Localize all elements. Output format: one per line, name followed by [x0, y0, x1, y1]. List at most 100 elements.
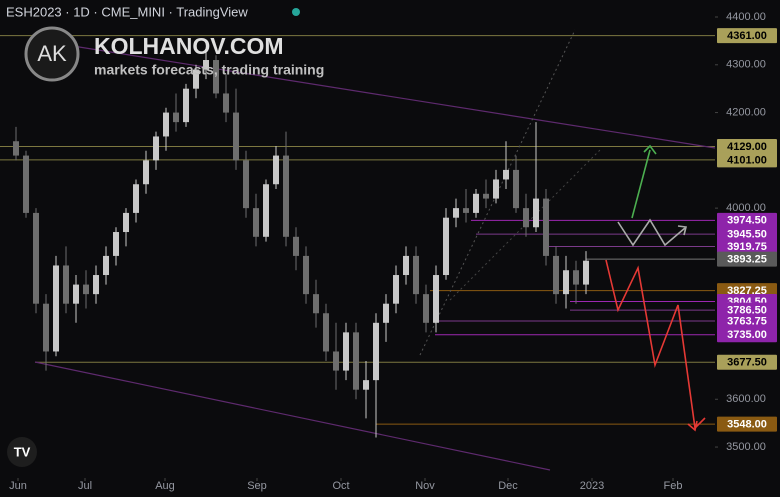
candle-body [43, 303, 49, 352]
candle-body [263, 184, 269, 237]
candle-body [453, 208, 459, 218]
level-label: 4101.00 [727, 154, 767, 166]
candle-body [333, 351, 339, 371]
level-label: 3677.50 [727, 357, 767, 369]
level-badge [717, 313, 777, 329]
candle-body [143, 160, 149, 185]
y-tick-label: 4300.00 [726, 59, 766, 71]
level-badge [717, 138, 777, 154]
x-tick-label: Aug [155, 480, 175, 492]
candles [13, 50, 589, 438]
candle-body [373, 322, 379, 381]
candle-body [523, 208, 529, 228]
x-tick-label: Nov [415, 480, 435, 492]
arrow-up [631, 149, 651, 219]
x-tick-label: 2023 [580, 480, 604, 492]
x-tick-label: Sep [247, 480, 267, 492]
candle-body [473, 193, 479, 213]
y-tick-label: 3500.00 [726, 441, 766, 453]
arrow-range [617, 218, 686, 247]
candle-body [83, 284, 89, 295]
candle-body [33, 212, 39, 304]
arrowhead [687, 420, 698, 432]
candle-body [103, 255, 109, 276]
arrowhead [643, 144, 657, 155]
symbol-line: ESH2023 · 1D · CME_MINI · TradingView [6, 4, 248, 19]
candle-body [433, 275, 439, 323]
candle-body [213, 60, 219, 94]
candle-body [533, 198, 539, 228]
tv-logo-text: TV [14, 444, 31, 459]
x-tick-label: Dec [498, 480, 518, 492]
candle-body [393, 275, 399, 304]
level-label: 3735.00 [727, 329, 767, 341]
candle-body [353, 332, 359, 390]
candle-body [543, 198, 549, 256]
x-tick-label: Jun [9, 480, 27, 492]
level-label: 3763.75 [727, 315, 767, 327]
candle-body [313, 294, 319, 314]
y-tick-label: 4000.00 [726, 202, 766, 214]
candle-body [303, 255, 309, 295]
candle-body [113, 232, 119, 256]
level-badge [717, 251, 777, 267]
logo-text: AK [37, 41, 67, 66]
channel-bottom [34, 361, 551, 471]
candle-body [343, 332, 349, 371]
candle-body [243, 160, 249, 209]
level-label: 3919.75 [727, 241, 767, 253]
level-badge [717, 354, 777, 370]
level-badge [717, 28, 777, 44]
status-dot [292, 8, 300, 16]
candle-body [553, 255, 559, 295]
candle-body [63, 265, 69, 304]
level-label: 3974.50 [727, 215, 767, 227]
candle-body [173, 112, 179, 123]
level-badge [717, 327, 777, 343]
y-tick-label: 4400.00 [726, 11, 766, 23]
candle-body [483, 193, 489, 199]
candle-body [293, 236, 299, 256]
candle-body [363, 380, 369, 390]
candle-body [253, 208, 259, 237]
level-label: 3945.50 [727, 229, 767, 241]
arrowhead [677, 225, 687, 236]
candle-body [563, 270, 569, 295]
candle-body [193, 69, 199, 89]
candle-body [283, 155, 289, 237]
y-tick-label: 4200.00 [726, 106, 766, 118]
level-label: 4129.00 [727, 141, 767, 153]
logo-circle [24, 26, 80, 82]
candle-body [53, 265, 59, 352]
level-label: 3893.25 [727, 254, 767, 266]
level-badge [717, 212, 777, 228]
candle-body [153, 136, 159, 161]
candle-body [403, 255, 409, 276]
level-label: 3548.00 [727, 419, 767, 431]
candle-body [463, 208, 469, 213]
candle-body [503, 169, 509, 180]
tv-logo[interactable] [7, 437, 37, 467]
candle-body [273, 155, 279, 185]
levels [0, 35, 715, 425]
level-badge [717, 416, 777, 432]
candle-body [583, 260, 589, 285]
candle-body [183, 88, 189, 123]
candle-body [93, 275, 99, 295]
candle-body [413, 255, 419, 295]
candle-body [443, 217, 449, 276]
candle-body [573, 270, 579, 285]
level-badge [717, 226, 777, 242]
candle-body [23, 155, 29, 213]
y-tick-label: 3600.00 [726, 393, 766, 405]
candle-body [383, 303, 389, 323]
candle-body [133, 184, 139, 213]
axes: 4400.00 4300.00 4200.00 4000.00 3600.00 3500.… [9, 11, 777, 492]
site-name: KOLHANOV.COM [94, 33, 284, 59]
candle-body [323, 313, 329, 352]
candle-body [123, 212, 129, 233]
x-tick-label: Oct [332, 480, 349, 492]
